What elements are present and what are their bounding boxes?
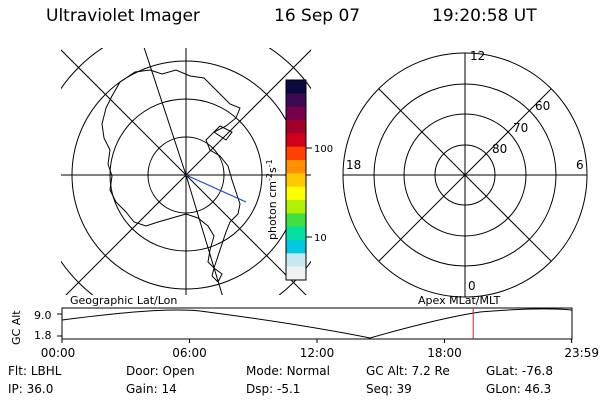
colorbar-segment	[286, 80, 306, 94]
apex-label-18: 18	[346, 158, 361, 172]
colorbar-unit-label: photon cm-2s-1	[265, 159, 279, 240]
altitude-plot-frame	[61, 307, 573, 340]
apex-label-6: 6	[576, 158, 584, 172]
status-glat: GLat: -76.8	[486, 364, 553, 378]
apex-map-title: Apex MLat/MLT	[418, 294, 501, 307]
apex-label-0: 0	[468, 279, 476, 293]
altitude-ytick-low: 1.8	[34, 329, 52, 342]
geo-map-title: Geographic Lat/Lon	[70, 294, 177, 307]
altitude-xtick-label: 12:00	[300, 346, 335, 360]
colorbar-tick-10: 10	[314, 233, 327, 244]
altitude-xtick-label: 18:00	[427, 346, 462, 360]
altitude-xtick-label: 23:59	[564, 346, 599, 360]
altitude-xtick-label: 00:00	[41, 346, 76, 360]
apex-lat-label-70: 70	[513, 121, 528, 135]
colorbar-segment	[286, 266, 306, 281]
date-label: 16 Sep 07	[274, 6, 361, 26]
sun-direction-line	[185, 174, 247, 203]
apex-map	[342, 52, 588, 298]
status-door: Door: Open	[126, 364, 195, 378]
status-flt: Flt: LBHL	[8, 364, 62, 378]
altitude-ylabel: GC Alt	[10, 310, 23, 345]
colorbar-segment	[286, 93, 306, 108]
apex-label-12: 12	[470, 49, 485, 63]
colorbar-segment	[286, 240, 306, 254]
colorbar-tick-100: 100	[314, 144, 333, 155]
status-dsp: Dsp: -5.1	[246, 382, 301, 396]
colorbar-segment	[286, 213, 306, 228]
colorbar-segment	[286, 146, 306, 161]
colorbar-segment	[286, 173, 306, 188]
status-mode: Mode: Normal	[246, 364, 330, 378]
apex-lat-label-60: 60	[535, 99, 550, 113]
status-seq: Seq: 39	[366, 382, 412, 396]
colorbar-segment	[286, 160, 306, 174]
altitude-ytick-high: 9.0	[34, 309, 52, 322]
colorbar-segment	[286, 186, 306, 201]
status-gain: Gain: 14	[126, 382, 177, 396]
status-gc-alt: GC Alt: 7.2 Re	[366, 364, 450, 378]
altitude-curve	[61, 308, 573, 339]
colorbar-segment	[286, 226, 306, 241]
colorbar-segment	[286, 253, 306, 268]
altitude-xtick-label: 06:00	[172, 346, 207, 360]
altitude-x-axis: 00:00 06:00 12:00 18:00 23:59	[41, 339, 599, 360]
colorbar-segment	[286, 133, 306, 148]
colorbar-segment	[286, 120, 306, 134]
time-label: 19:20:58 UT	[432, 6, 537, 26]
status-glon: GLon: 46.3	[486, 382, 552, 396]
apex-lat-label-80: 80	[492, 142, 507, 156]
coastline	[101, 69, 241, 269]
colorbar-segment	[286, 200, 306, 214]
instrument-title: Ultraviolet Imager	[46, 6, 200, 26]
status-ip: IP: 36.0	[8, 382, 54, 396]
colorbar-segment	[286, 106, 306, 121]
colorbar	[286, 80, 306, 281]
